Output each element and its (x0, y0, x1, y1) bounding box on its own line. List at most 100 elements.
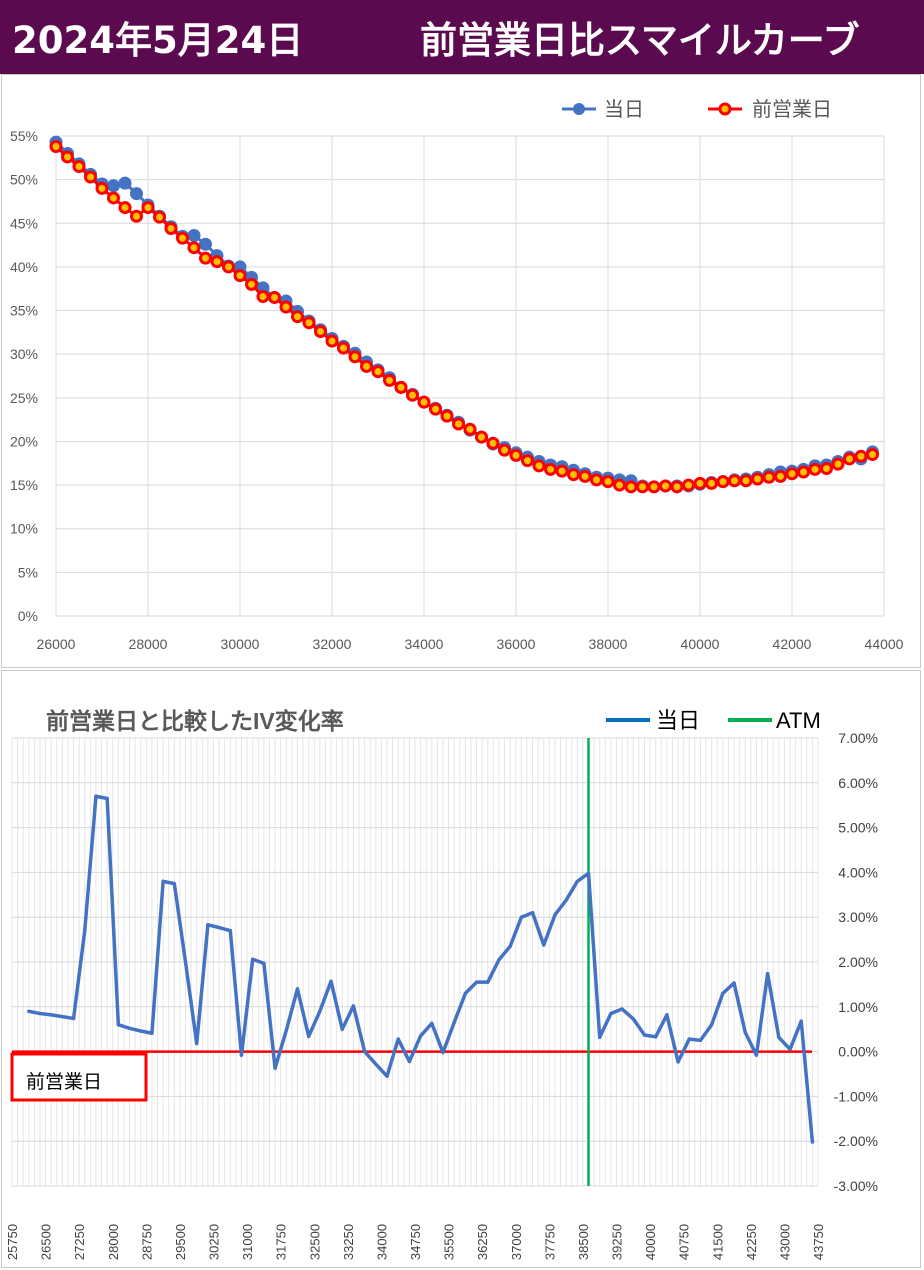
point-today (743, 1030, 747, 1035)
x-tick-label: 26000 (37, 636, 76, 652)
point-prev (544, 462, 557, 476)
point-today (609, 1011, 613, 1016)
point-prev (118, 201, 132, 215)
y-tick-label: 6.00% (838, 775, 878, 791)
point-today (27, 1009, 31, 1013)
point-today (340, 1027, 344, 1031)
point-today (351, 1004, 356, 1008)
point-today (474, 980, 479, 984)
x-tick-label: 27250 (72, 1224, 87, 1260)
point-today (396, 1037, 400, 1041)
point-prev (222, 260, 235, 274)
y-tick-label: 15% (10, 477, 38, 493)
x-tick-label: 28000 (129, 636, 168, 652)
point-prev (659, 479, 672, 493)
point-today (676, 1060, 680, 1064)
point-today (575, 879, 580, 884)
header-title: 前営業日比スマイルカーブ (420, 19, 860, 62)
y-tick-label: -2.00% (834, 1133, 878, 1149)
y-tick-label: 5.00% (838, 820, 878, 836)
point-prev (279, 300, 293, 314)
legend-marker-prev (718, 102, 732, 116)
point-prev (199, 251, 212, 265)
point-today (116, 1023, 121, 1027)
point-today (620, 1007, 624, 1011)
y-tick-label: 0% (18, 608, 38, 624)
point-prev (268, 290, 281, 304)
point-today (107, 179, 120, 193)
point-prev (820, 462, 833, 476)
x-tick-label: 38000 (589, 636, 628, 652)
point-prev (762, 470, 776, 484)
x-tick-label: 28000 (106, 1224, 121, 1260)
point-prev (187, 241, 201, 255)
y-tick-label: 40% (10, 259, 38, 275)
point-prev (348, 350, 362, 364)
point-prev (417, 395, 431, 409)
prev-day-label-box (10, 1052, 148, 1102)
point-prev (406, 388, 419, 402)
y-tick-label: -1.00% (834, 1088, 878, 1104)
point-today (430, 1021, 434, 1026)
point-prev (475, 430, 488, 444)
x-tick-label: 31750 (274, 1224, 289, 1260)
y-tick-label: 10% (10, 521, 38, 537)
header-date: 2024年5月24日 (12, 19, 304, 62)
point-prev (705, 476, 718, 490)
legend-label-today: 当日 (604, 98, 644, 121)
point-prev (843, 452, 856, 466)
y-tick-label: 4.00% (838, 864, 878, 880)
point-today (631, 1017, 635, 1021)
x-tick-label: 30250 (207, 1224, 222, 1260)
x-tick-label: 40000 (643, 1224, 658, 1260)
point-prev (429, 402, 442, 416)
point-prev (716, 475, 730, 489)
point-today (295, 987, 300, 991)
point-prev (452, 417, 465, 431)
point-today (139, 1029, 143, 1033)
smile-curve-chart-frame (1, 74, 921, 668)
point-today (199, 237, 212, 251)
x-tick-label: 28750 (139, 1224, 154, 1260)
point-prev (245, 277, 258, 291)
point-prev (728, 474, 741, 488)
x-tick-label: 38500 (576, 1224, 591, 1260)
x-tick-label: 34750 (408, 1224, 423, 1260)
point-today (284, 1028, 288, 1033)
point-today (519, 915, 524, 919)
point-today (542, 943, 546, 947)
point-prev (463, 422, 477, 436)
point-today (441, 1050, 445, 1055)
point-prev (371, 365, 385, 379)
iv-change-chart: 前営業日と比較したIV変化率 7.00% 6.00% 5.00% 4.00% 3.00%… (5, 708, 878, 1260)
point-today (385, 1074, 389, 1078)
point-prev (601, 475, 615, 489)
point-today (306, 1034, 311, 1039)
point-today (698, 1038, 703, 1043)
y-tick-label: 45% (10, 215, 38, 231)
point-prev (693, 476, 707, 490)
point-today (206, 923, 210, 927)
point-today (687, 1037, 691, 1041)
x-tick-label: 43750 (811, 1224, 826, 1260)
point-today (49, 1013, 53, 1017)
point-prev (785, 467, 799, 481)
point-today (239, 1053, 244, 1057)
point-today (38, 1011, 42, 1016)
point-today (329, 979, 333, 983)
point-prev (61, 150, 74, 164)
point-prev (636, 480, 649, 494)
y-tick-label: 50% (10, 172, 38, 188)
point-today (130, 187, 143, 201)
point-today (217, 925, 221, 930)
point-today (799, 1019, 803, 1023)
point-today (777, 1035, 781, 1039)
legend-marker-today (573, 103, 585, 115)
smile-curve-chart: 26000 28000 30000 32000 34000 36000 38000 40000… (10, 98, 904, 652)
point-prev (176, 231, 189, 245)
point-today (530, 911, 535, 915)
y-tick-label: 25% (10, 390, 38, 406)
x-tick-label: 43000 (777, 1224, 792, 1260)
point-today (553, 913, 557, 917)
point-today (463, 991, 468, 996)
